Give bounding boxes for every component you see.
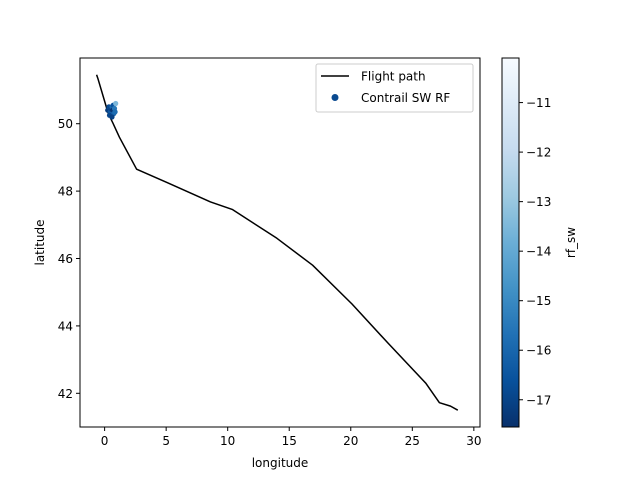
x-tick-label: 5 [162, 434, 170, 448]
x-tick-label: 0 [101, 434, 109, 448]
legend-label-contrail-sw-rf: Contrail SW RF [361, 91, 450, 105]
y-tick-label: 42 [58, 387, 73, 401]
colorbar-tick-label: −15 [526, 294, 551, 308]
x-tick-label: 30 [466, 434, 481, 448]
colorbar-tick-label: −14 [526, 245, 551, 259]
x-tick-label: 10 [220, 434, 235, 448]
plot-frame [79, 57, 481, 428]
contrail-point [112, 109, 118, 115]
colorbar-tick-label: −12 [526, 146, 551, 160]
x-tick-label: 25 [405, 434, 420, 448]
colorbar-tick-label: −17 [526, 393, 551, 407]
y-tick-label: 44 [58, 319, 73, 333]
x-axis-label: longitude [252, 456, 309, 470]
flight-path-line [95, 74, 459, 411]
colorbar-gradient [502, 58, 519, 427]
colorbar-label: rf_sw [564, 227, 578, 258]
x-tick-label: 15 [282, 434, 297, 448]
contrail-point [109, 114, 115, 120]
legend-box [315, 63, 474, 113]
colorbar: −17 −16 −15 −14 −13 −12 −11 rf_sw [501, 57, 578, 428]
contrail-point [113, 100, 119, 107]
colorbar-frame [501, 57, 520, 428]
y-tick-label: 48 [58, 185, 73, 199]
plot-area: 0 5 10 15 20 25 30 42 44 46 48 50 [58, 57, 481, 448]
legend-label-flight-path: Flight path [361, 70, 426, 84]
y-tick-label: 50 [58, 117, 73, 131]
x-tick-label: 20 [343, 434, 358, 448]
y-axis-label: latitude [33, 219, 47, 265]
y-tick-label: 46 [58, 252, 73, 266]
plot-background [80, 58, 480, 427]
legend-marker-swatch [331, 94, 339, 101]
legend: Flight path Contrail SW RF [315, 63, 474, 113]
colorbar-tick-label: −13 [526, 195, 551, 209]
colorbar-tick-label: −11 [526, 96, 551, 110]
colorbar-tick-label: −16 [526, 344, 551, 358]
